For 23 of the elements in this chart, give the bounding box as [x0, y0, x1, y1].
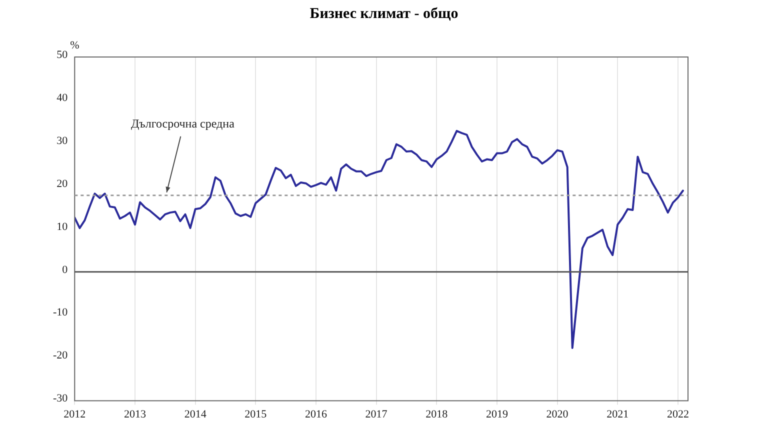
- y-tick-label: 0: [62, 264, 68, 276]
- x-tick-label: 2014: [184, 408, 207, 420]
- x-tick-label: 2012: [64, 408, 86, 420]
- y-tick-label: -30: [52, 392, 68, 405]
- y-axis-title: %: [70, 39, 80, 52]
- x-tick-label: 2013: [124, 408, 146, 420]
- x-tick-label: 2016: [304, 408, 328, 420]
- y-tick-label: 50: [56, 48, 68, 61]
- x-tick-label: 2018: [426, 408, 448, 420]
- y-tick-label: 40: [56, 92, 68, 104]
- chart-title: Бизнес климат - общо: [308, 6, 460, 23]
- x-tick-label: 2021: [606, 408, 629, 420]
- x-tick-label: 2020: [546, 408, 569, 420]
- ref-line-label: Дългосрочна средна: [130, 116, 236, 131]
- y-tick-label: 30: [56, 134, 68, 147]
- y-tick-label: 20: [56, 178, 68, 190]
- y-tick-label: -10: [52, 306, 68, 319]
- y-tick-label: -20: [52, 350, 68, 362]
- y-tick-label: 10: [56, 220, 68, 233]
- x-tick-label: 2017: [365, 408, 388, 420]
- x-tick-label: 2019: [486, 408, 508, 420]
- x-tick-label: 2015: [244, 408, 268, 420]
- x-tick-label: 2022: [666, 408, 689, 420]
